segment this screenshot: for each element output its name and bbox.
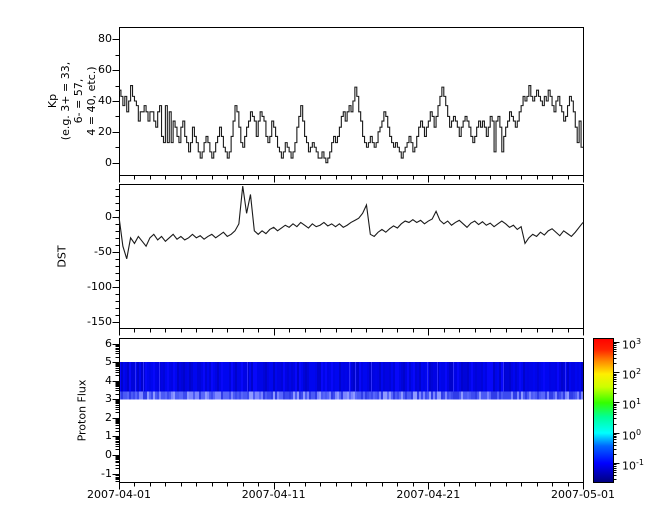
proton_flux-y-tick-label: 6 bbox=[105, 337, 112, 350]
colorbar-axes bbox=[593, 338, 620, 483]
kp-y-tick-label: 40 bbox=[98, 94, 112, 107]
kp-y-tick-label: 80 bbox=[98, 32, 112, 45]
kp-y-tick-label: 20 bbox=[98, 125, 112, 138]
x-tick-label: 2007-05-01 bbox=[551, 488, 615, 501]
dst-line bbox=[118, 186, 584, 259]
proton_flux-y-tick-label: -1 bbox=[101, 467, 112, 480]
proton_flux-y-tick-label: 5 bbox=[105, 355, 112, 368]
dst-y-tick-label: 0 bbox=[105, 210, 112, 223]
proton_flux-y-tick-label: 1 bbox=[105, 429, 112, 442]
proton_flux-y-tick-label: 2 bbox=[105, 411, 112, 424]
colorbar-gradient bbox=[593, 338, 613, 482]
proton-flux-band bbox=[119, 362, 583, 400]
x-tick-label: 2007-04-01 bbox=[87, 488, 151, 501]
colorbar-tick-label: 100 bbox=[622, 427, 642, 443]
proton_flux-y-tick-label: 4 bbox=[105, 374, 112, 387]
x-tick-label: 2007-04-11 bbox=[241, 488, 306, 501]
colorbar-tick-label: 10-1 bbox=[622, 457, 644, 473]
proton_flux-y-tick-label: 0 bbox=[105, 448, 112, 461]
dst-axes bbox=[112, 184, 584, 336]
colorbar-tick-label: 103 bbox=[622, 336, 642, 352]
colorbar-tick-label: 102 bbox=[622, 366, 642, 382]
x-tick-label: 2007-04-21 bbox=[396, 488, 461, 501]
kp-step-line bbox=[119, 85, 583, 164]
kp-axes bbox=[112, 27, 584, 183]
proton_flux-y-tick-label: 3 bbox=[105, 392, 112, 405]
proton_flux-axes bbox=[112, 338, 584, 490]
kp-y-tick-label: 0 bbox=[105, 156, 112, 169]
dst-y-tick-label: -100 bbox=[87, 280, 112, 293]
dst-y-tick-label: -150 bbox=[87, 315, 112, 328]
colorbar-tick-label: 101 bbox=[622, 396, 642, 412]
kp-y-tick-label: 60 bbox=[98, 63, 112, 76]
dst-y-tick-label: -50 bbox=[94, 245, 112, 258]
proton_flux-axis-label: Proton Flux bbox=[2, 330, 162, 490]
